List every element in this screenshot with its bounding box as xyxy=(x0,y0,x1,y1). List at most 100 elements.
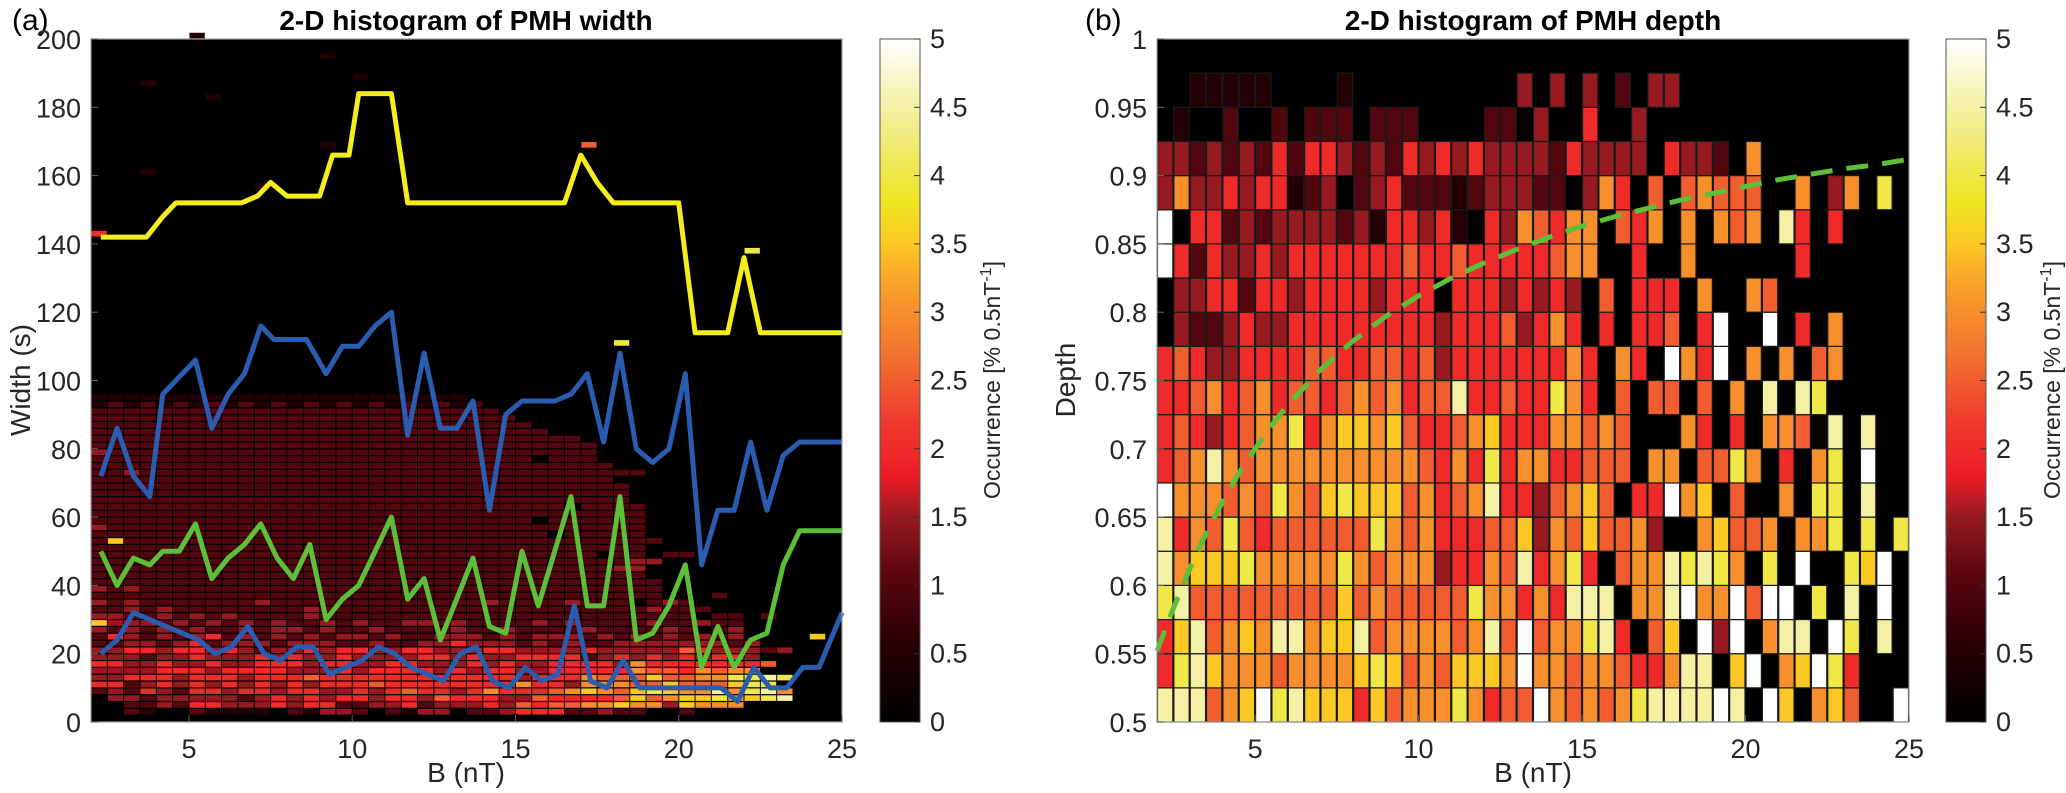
heatmap-cell xyxy=(434,708,450,715)
heatmap-cell xyxy=(287,708,303,715)
heatmap-cell xyxy=(597,558,613,565)
heatmap-cell xyxy=(630,545,646,551)
heatmap-cell xyxy=(1369,516,1386,552)
heatmap-cell xyxy=(1418,653,1436,689)
heatmap-cell xyxy=(173,565,189,572)
heatmap-cell xyxy=(1794,209,1812,245)
heatmap-cell xyxy=(483,551,499,558)
heatmap-cell xyxy=(418,517,434,524)
heatmap-cell xyxy=(91,654,107,660)
heatmap-cell xyxy=(1189,209,1207,245)
heatmap-cell xyxy=(532,633,548,640)
heatmap-cell xyxy=(1369,482,1386,518)
heatmap-cell xyxy=(418,394,434,401)
heatmap-cell xyxy=(173,428,189,435)
heatmap-cell xyxy=(107,674,124,681)
heatmap-cell xyxy=(1630,277,1648,313)
heatmap-cell xyxy=(352,572,369,578)
heatmap-cell xyxy=(352,524,369,531)
heatmap-cell xyxy=(1483,243,1501,279)
heatmap-cell xyxy=(352,476,369,483)
heatmap-cell xyxy=(320,647,336,654)
heatmap-cell xyxy=(1369,243,1386,279)
heatmap-cell xyxy=(434,415,450,421)
heatmap-cell xyxy=(548,510,564,517)
heatmap-cell xyxy=(189,545,205,551)
heatmap-cell xyxy=(401,667,418,674)
heatmap-cell xyxy=(238,510,254,517)
heatmap-cell xyxy=(515,695,532,701)
heatmap-cell xyxy=(1369,345,1386,382)
heatmap-cell xyxy=(401,708,418,715)
heatmap-cell xyxy=(1205,618,1223,655)
heatmap-cell xyxy=(91,538,107,544)
heatmap-cell xyxy=(467,702,483,708)
heatmap-cell xyxy=(124,647,140,654)
heatmap-cell xyxy=(238,565,254,572)
heatmap-cell xyxy=(1205,653,1223,689)
panel-a-label: (a) xyxy=(12,4,49,37)
heatmap-cell xyxy=(1222,414,1239,450)
heatmap-cell xyxy=(352,702,369,708)
colorbar-tick-label: 3 xyxy=(930,297,945,327)
heatmap-cell xyxy=(238,442,254,449)
heatmap-cell xyxy=(1581,175,1599,211)
heatmap-cell xyxy=(467,517,483,524)
heatmap-cell xyxy=(597,633,613,640)
heatmap-cell xyxy=(205,702,222,708)
heatmap-cell xyxy=(532,469,548,476)
heatmap-cell xyxy=(1663,277,1681,313)
heatmap-cell xyxy=(205,695,222,701)
heatmap-cell xyxy=(189,435,205,442)
heatmap-cell xyxy=(564,586,581,592)
heatmap-cell xyxy=(1254,653,1272,689)
heatmap-cell xyxy=(1254,243,1272,279)
heatmap-cell xyxy=(254,572,271,578)
heatmap-cell xyxy=(156,647,173,654)
heatmap-cell xyxy=(140,428,156,435)
heatmap-cell xyxy=(1516,277,1534,313)
heatmap-cell xyxy=(1451,448,1468,484)
y-tick-label: 100 xyxy=(36,367,81,397)
heatmap-cell xyxy=(1647,311,1664,347)
heatmap-cell xyxy=(467,695,483,701)
heatmap-cell xyxy=(271,626,287,633)
heatmap-cell xyxy=(564,490,581,497)
heatmap-cell xyxy=(1434,379,1452,416)
heatmap-cell xyxy=(91,435,107,442)
heatmap-cell xyxy=(581,695,597,701)
heatmap-cell xyxy=(499,497,515,503)
heatmap-cell xyxy=(532,620,548,626)
heatmap-cell xyxy=(1843,584,1861,621)
heatmap-cell xyxy=(597,647,613,654)
heatmap-cell xyxy=(467,545,483,551)
heatmap-cell xyxy=(1549,482,1566,518)
heatmap-cell xyxy=(467,469,483,476)
heatmap-cell xyxy=(287,442,303,449)
heatmap-cell xyxy=(222,428,238,435)
heatmap-cell xyxy=(532,647,548,654)
heatmap-cell xyxy=(254,469,271,476)
heatmap-cell xyxy=(401,695,418,701)
heatmap-cell xyxy=(1287,550,1305,587)
heatmap-cell xyxy=(287,497,303,503)
y-tick-label: 0.9 xyxy=(1109,162,1147,192)
heatmap-cell xyxy=(483,428,499,435)
heatmap-cell xyxy=(581,647,597,654)
heatmap-cell xyxy=(483,599,499,606)
heatmap-cell xyxy=(1189,482,1207,518)
heatmap-cell xyxy=(1418,687,1436,723)
heatmap-cell xyxy=(140,449,156,456)
heatmap-cell xyxy=(124,490,140,497)
heatmap-cell xyxy=(369,531,385,537)
heatmap-cell xyxy=(238,428,254,435)
heatmap-cell xyxy=(1222,653,1239,689)
heatmap-cell xyxy=(1304,175,1321,211)
heatmap-cell xyxy=(222,504,238,510)
heatmap-cell xyxy=(401,517,418,524)
heatmap-cell xyxy=(254,435,271,442)
heatmap-cell xyxy=(352,510,369,517)
heatmap-cell xyxy=(646,688,662,695)
heatmap-cell xyxy=(1336,345,1354,382)
heatmap-cell xyxy=(581,463,597,469)
